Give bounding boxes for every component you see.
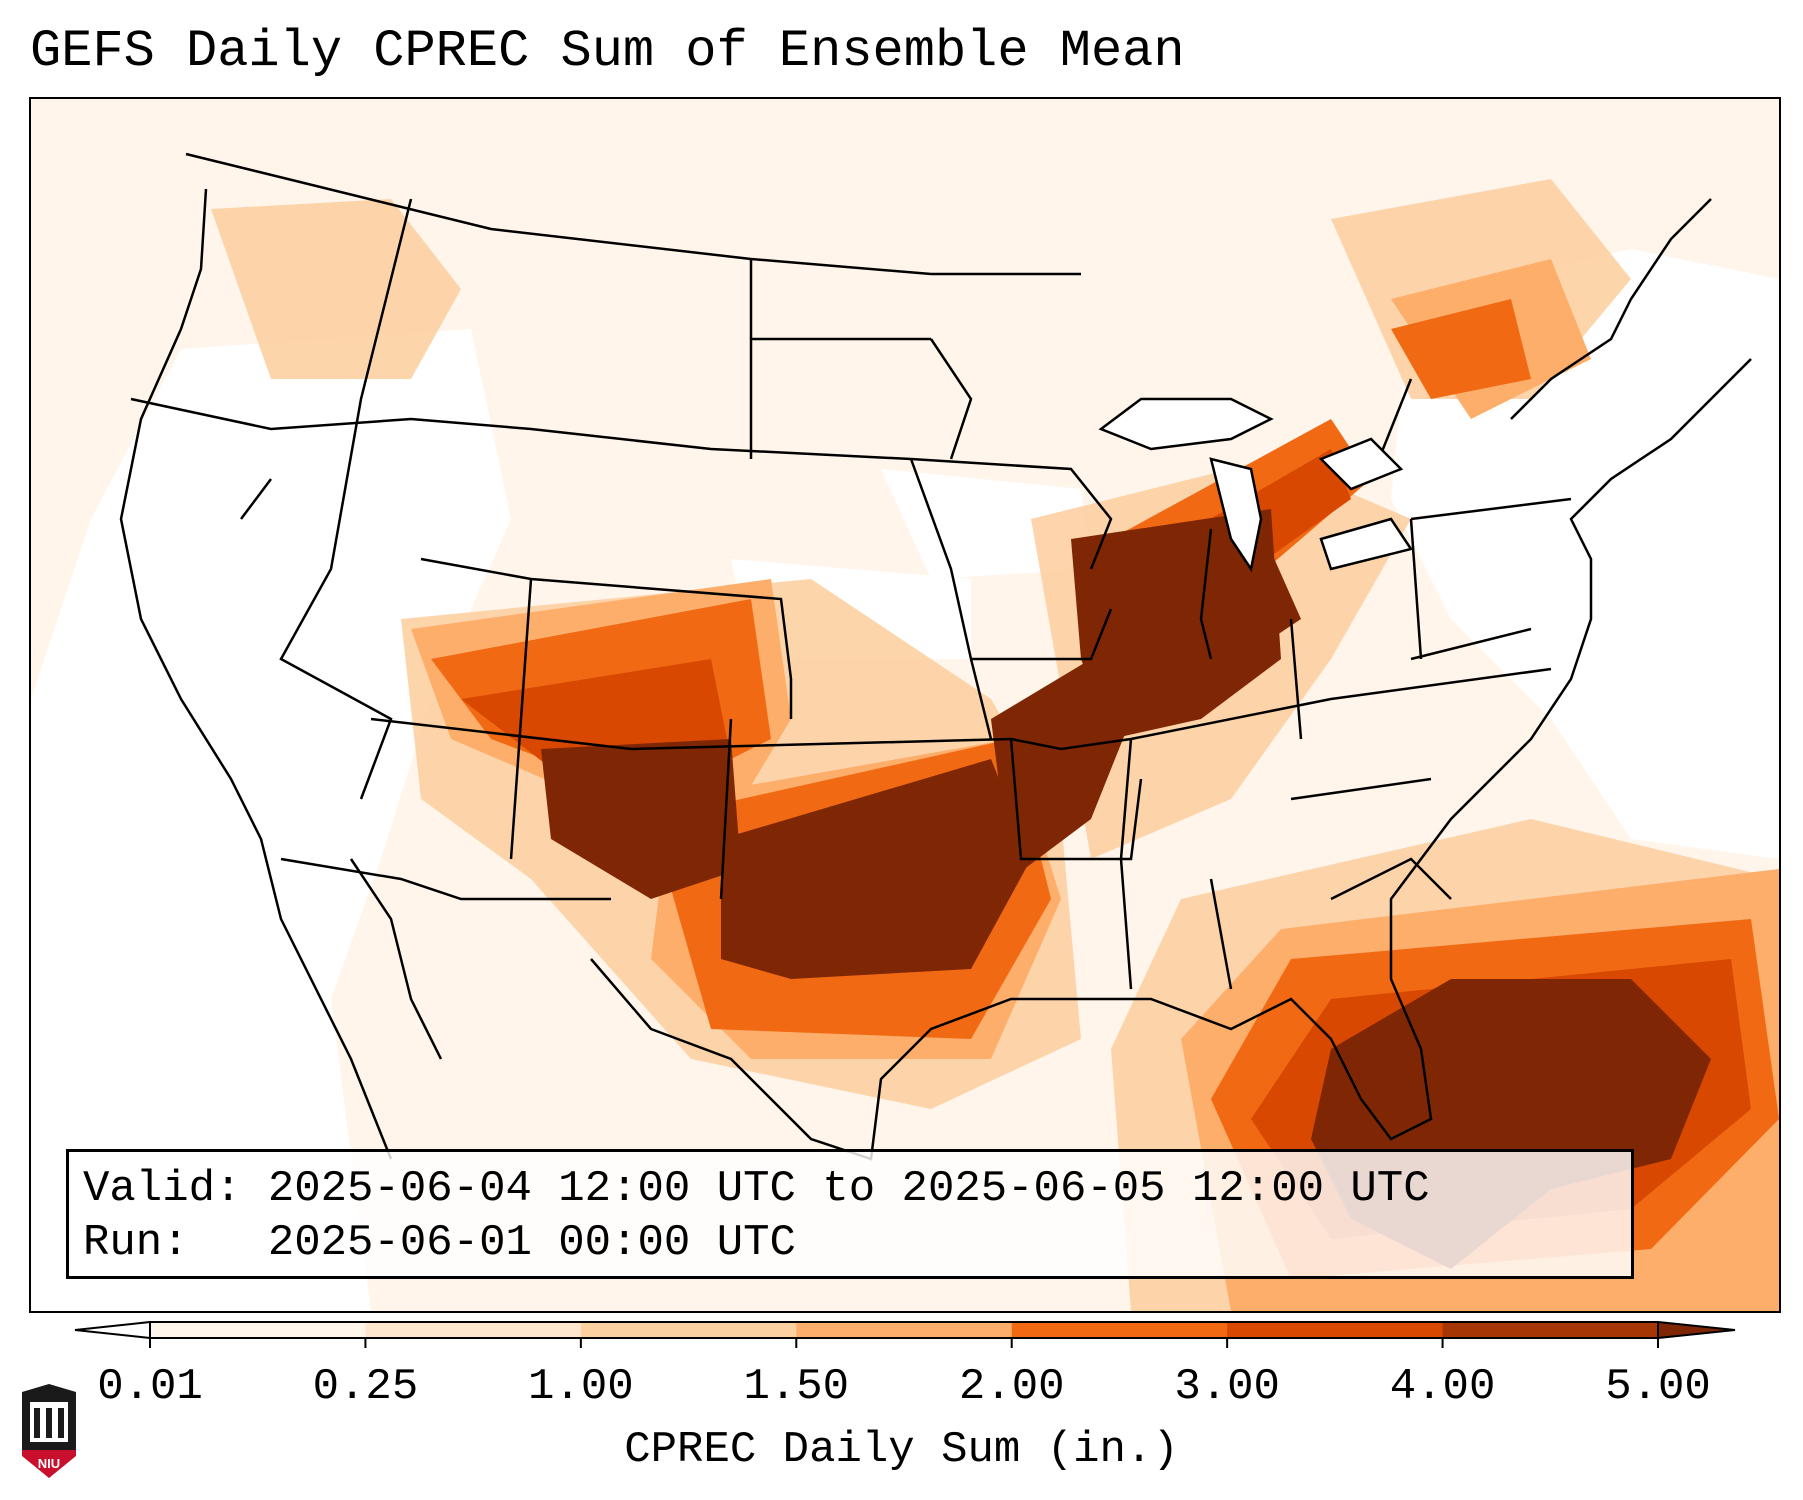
colorbar-segment [150,1322,366,1338]
coastlines [119,188,1752,1161]
colorbar-segment [1227,1322,1444,1338]
colorbar-tick-label: 2.00 [958,1362,1065,1412]
niu-logo: NIU [22,1384,76,1478]
colorbar-segment [1011,1322,1228,1338]
colorbar-tick-label: 0.01 [97,1362,203,1412]
colorbar [74,1320,1736,1348]
map-title: GEFS Daily CPREC Sum of Ensemble Mean [30,22,1185,81]
valid-run-info-box: Valid: 2025-06-04 12:00 UTC to 2025-06-0… [66,1149,1634,1279]
run-time-text: Run: 2025-06-01 00:00 UTC [83,1218,796,1268]
map-canvas [31,99,1779,1311]
colorbar-label: CPREC Daily Sum (in.) [624,1425,1179,1475]
colorbar-tick-label: 1.00 [528,1362,634,1412]
colorbar-segment [796,1322,1013,1338]
colorbar-tick-label: 3.00 [1174,1362,1280,1412]
colorbar-segments [150,1322,1659,1338]
colorbar-ticks [149,1338,1659,1348]
valid-time-text: Valid: 2025-06-04 12:00 UTC to 2025-06-0… [83,1164,1430,1214]
colorbar-segment [1442,1322,1659,1338]
colorbar-frame [149,1321,1659,1339]
colorbar-segment [365,1322,582,1338]
colorbar-over-arrow [1657,1320,1736,1340]
precip-map [29,97,1781,1313]
colorbar-segment [580,1322,797,1338]
colorbar-tick-label: 4.00 [1389,1362,1496,1412]
logo-text: NIU [38,1456,60,1471]
colorbar-under-arrow [74,1320,151,1340]
colorbar-tick-label: 5.00 [1605,1362,1711,1412]
colorbar-tick-label: 1.50 [743,1362,850,1412]
colorbar-tick-label: 0.25 [312,1362,419,1412]
political-borders [130,152,1572,990]
great-lakes [1098,397,1414,573]
